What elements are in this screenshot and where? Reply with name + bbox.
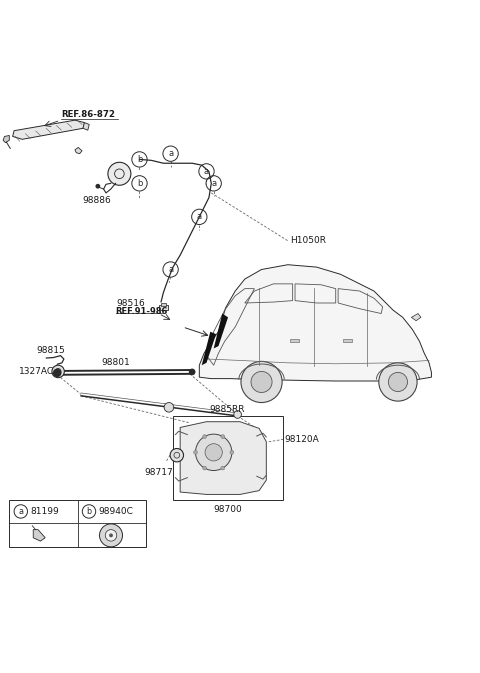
Circle shape (99, 524, 122, 547)
Circle shape (108, 162, 131, 185)
Circle shape (109, 534, 113, 537)
Circle shape (96, 184, 100, 188)
Polygon shape (83, 122, 89, 130)
Text: REF.86-872: REF.86-872 (61, 110, 116, 118)
Text: a: a (168, 265, 173, 274)
Circle shape (221, 435, 225, 439)
Circle shape (105, 530, 117, 541)
Circle shape (388, 372, 408, 392)
Polygon shape (202, 332, 216, 365)
Circle shape (52, 365, 64, 378)
Text: REF.91-986: REF.91-986 (116, 307, 168, 316)
Bar (173, 417, 283, 500)
Circle shape (53, 369, 61, 377)
Circle shape (221, 466, 225, 470)
Text: 98801: 98801 (101, 358, 130, 367)
Text: 1327AC: 1327AC (19, 367, 54, 376)
Polygon shape (12, 120, 84, 139)
Bar (290, 339, 299, 343)
Polygon shape (214, 314, 228, 349)
Circle shape (193, 450, 197, 454)
Circle shape (203, 435, 206, 439)
Bar (9, 500, 146, 547)
Circle shape (241, 361, 282, 402)
Circle shape (164, 402, 174, 412)
Circle shape (189, 369, 195, 376)
Polygon shape (199, 264, 432, 381)
Text: a: a (211, 179, 216, 188)
Text: 98815: 98815 (36, 347, 65, 355)
Text: 98120A: 98120A (284, 435, 319, 444)
Circle shape (203, 466, 206, 470)
Text: H1050R: H1050R (290, 236, 326, 245)
Text: a: a (18, 507, 24, 516)
Polygon shape (411, 314, 421, 321)
Text: b: b (86, 507, 92, 516)
Text: 98700: 98700 (214, 505, 242, 514)
Text: 81199: 81199 (30, 507, 59, 516)
Circle shape (251, 371, 272, 392)
Text: 98717: 98717 (144, 468, 173, 477)
Circle shape (379, 363, 417, 401)
Polygon shape (75, 147, 82, 153)
Text: b: b (137, 155, 142, 164)
Polygon shape (180, 422, 266, 495)
Bar (158, 305, 168, 310)
Circle shape (195, 434, 232, 470)
Circle shape (205, 444, 222, 461)
Text: 98886: 98886 (82, 197, 111, 205)
Bar (343, 339, 351, 343)
Text: a: a (197, 213, 202, 221)
Bar (161, 304, 166, 306)
Polygon shape (33, 530, 45, 541)
Text: a: a (204, 167, 209, 176)
Text: 9885RR: 9885RR (209, 405, 244, 415)
Circle shape (234, 411, 241, 419)
Text: 98516: 98516 (117, 299, 145, 308)
Text: a: a (168, 149, 173, 158)
Circle shape (230, 450, 234, 454)
Text: b: b (137, 179, 142, 188)
Circle shape (170, 448, 183, 462)
Polygon shape (3, 135, 9, 143)
Text: 98940C: 98940C (98, 507, 133, 516)
